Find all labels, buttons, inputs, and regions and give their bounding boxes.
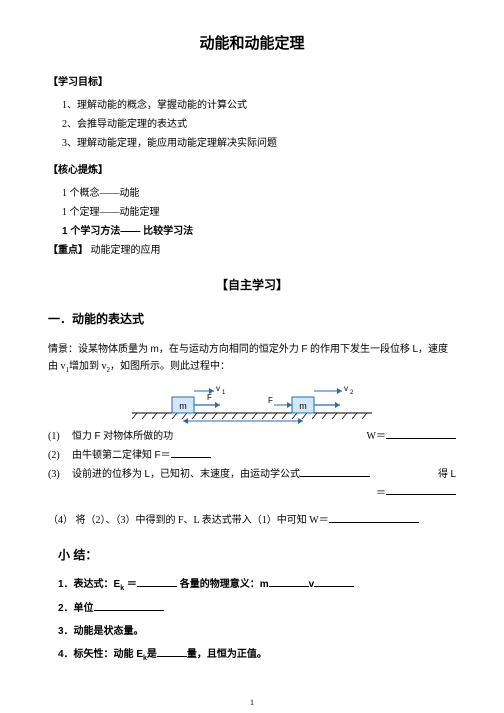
learning-goal-item: 3、理解动能定理，能应用动能定理解决实际问题 [62, 134, 456, 153]
step-num: (1) [48, 427, 72, 446]
learning-goal-item: 1、理解动能的概念，掌握动能的计算公式 [62, 96, 456, 115]
xiaojie-text: 4．标矢性：动能 E [58, 649, 143, 660]
svg-text:v: v [216, 384, 220, 393]
step-3: (3) 设前进的位移为 L，已知初、末速度，由运动学公式 得 L [48, 465, 456, 484]
blank-line [314, 576, 354, 587]
xiaojie-item-3: 3．动能是状态量。 [58, 622, 456, 641]
step-equation: W＝ [367, 431, 386, 442]
svg-text:F: F [207, 393, 212, 402]
svg-text:2: 2 [350, 390, 354, 396]
step-3b: ＝ [48, 484, 456, 503]
scene-text: 情景：设某物体质量为 m，在与运动方向相同的恒定外力 F 的作用下发生一段位移 … [48, 341, 456, 377]
xiaojie-text: 1．表达式：E [58, 579, 120, 590]
blank-line [137, 576, 177, 587]
blank-line [269, 576, 309, 587]
scene-mid: 增加到 v [69, 361, 107, 372]
step-eq: ＝ [161, 450, 171, 461]
blank-line [157, 646, 187, 657]
xiaojie-header: 小 结： [58, 544, 456, 567]
key-point-row: 【重点】 动能定理的应用 [48, 241, 456, 260]
xiaojie-text: 是 [147, 649, 157, 660]
physics-diagram: m F v 1 m F v 2 [48, 381, 456, 425]
step-text: 对物体所做的功 [101, 431, 174, 442]
scene-m: m [151, 344, 159, 355]
step-num: (3) [48, 465, 72, 484]
step-text: ，已知初、末速度，由运动学公式 [150, 469, 300, 480]
step-4: （4） 将（2）、（3）中得到的 F、L 表达式带入（1）中可知 W＝ [48, 511, 456, 530]
key-point-text: 动能定理的应用 [91, 245, 161, 256]
self-study-header: 【自主学习】 [48, 274, 456, 297]
scene-tail: ，如图所示。则此过程中： [110, 361, 230, 372]
blank-line [386, 484, 456, 495]
xiaojie-text: 2．单位 [58, 603, 94, 614]
blank-line [329, 512, 419, 523]
step-eq: ＝ [376, 484, 386, 503]
svg-text:m: m [299, 401, 307, 411]
blank-line [386, 428, 456, 439]
xiaojie-item-4: 4．标矢性：动能 Ek是量，且恒为正值。 [58, 645, 456, 665]
svg-text:v: v [344, 384, 348, 393]
core-refine-item: 1 个定理——动能定理 [62, 203, 456, 222]
core-refine-header: 【核心提炼】 [48, 161, 456, 180]
xiaojie-item-1: 1．表达式：Ek ＝ 各量的物理意义：mv [58, 575, 456, 595]
document-title: 动能和动能定理 [48, 30, 456, 59]
step-2: (2) 由牛顿第二定律知 F＝ [48, 446, 456, 465]
step-text: 恒力 [72, 431, 95, 442]
blank-line [94, 600, 164, 611]
xiaojie-text: 量，且恒为正值。 [187, 649, 267, 660]
xiaojie-text: ＝ [124, 579, 137, 590]
core-refine-bold: 1 个学习方法—— 比较学习法 [62, 222, 456, 241]
key-point-header: 【重点】 [48, 245, 88, 256]
step-1: (1) 恒力 F 对物体所做的功 W＝ [48, 427, 456, 446]
blank-line [300, 466, 370, 477]
step-text: 得 [438, 469, 451, 480]
xiaojie-item-2: 2．单位 [58, 599, 456, 618]
section-one-header: 一．动能的表达式 [48, 308, 456, 331]
scene-mid: 的作用下发生一段位移 [307, 344, 412, 355]
scene-mid: ，在与运动方向相同的恒定外力 [159, 344, 302, 355]
page-number: 1 [0, 698, 504, 707]
step-text: 将（2）、（3）中得到的 F、L 表达式带入（1）中可知 W＝ [76, 515, 329, 526]
svg-text:1: 1 [222, 390, 226, 396]
step-num: （4） [48, 515, 73, 526]
step-num: (2) [48, 446, 72, 465]
blank-line [171, 447, 211, 458]
svg-text:m: m [179, 401, 187, 411]
step-text: 由牛顿第二定律知 [72, 450, 155, 461]
svg-text:F: F [268, 396, 273, 405]
learning-goal-header: 【学习目标】 [48, 73, 456, 92]
step-text: 设前进的位移为 [72, 469, 145, 480]
core-refine-item: 1 个概念——动能 [62, 184, 456, 203]
learning-goal-item: 2、会推导动能定理的表达式 [62, 115, 456, 134]
xiaojie-text: 各量的物理意义：m [180, 579, 269, 590]
scene-prefix: 情景：设某物体质量为 [48, 344, 151, 355]
